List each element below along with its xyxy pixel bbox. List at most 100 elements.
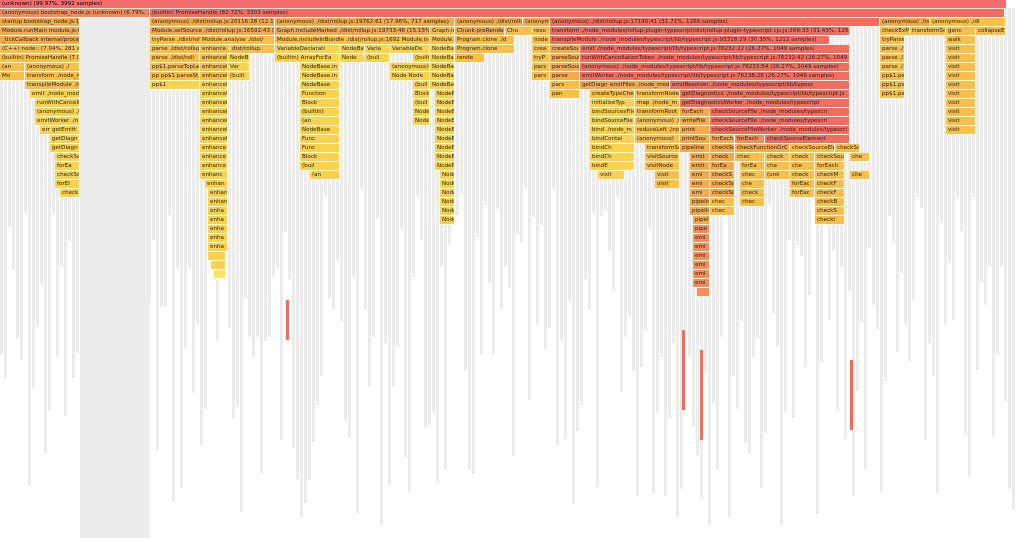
stack-frame[interactable]: che — [790, 162, 815, 171]
stack-frame[interactable]: emi — [693, 243, 710, 252]
stack-frame[interactable]: dist/rollup. — [230, 45, 275, 54]
stack-frame[interactable]: pars — [550, 81, 580, 90]
stack-frame[interactable]: enhance — [200, 45, 230, 54]
stack-frame[interactable]: printSou — [680, 135, 710, 144]
stack-frame[interactable]: pan — [550, 90, 580, 99]
stack-frame[interactable]: checkSo — [55, 153, 80, 162]
stack-frame[interactable]: forEl — [55, 180, 80, 189]
stack-frame[interactable]: che — [850, 153, 870, 162]
stack-frame[interactable]: NodeBas — [430, 45, 455, 54]
stack-frame[interactable]: tryP — [532, 54, 550, 63]
stack-frame[interactable]: rende — [455, 54, 485, 63]
stack-frame[interactable]: checkSo — [835, 144, 860, 153]
stack-frame[interactable]: parse ./dist/rollup — [150, 45, 200, 54]
stack-frame[interactable]: NodeBase — [300, 126, 340, 135]
stack-frame[interactable]: (anonymous) — [635, 135, 680, 144]
stack-frame[interactable]: checkF — [815, 189, 845, 198]
stack-frame[interactable]: enhanc — [200, 171, 228, 180]
stack-frame[interactable]: chec — [735, 153, 765, 162]
stack-frame[interactable]: runWithCancellationToken ./node_modules/… — [580, 54, 850, 63]
stack-frame[interactable]: Func — [300, 144, 340, 153]
stack-frame[interactable]: checkSo — [55, 171, 80, 180]
stack-frame[interactable]: Node — [413, 117, 430, 126]
stack-frame[interactable]: (builtin) — [300, 108, 340, 117]
stack-frame[interactable]: emit — [690, 162, 710, 171]
stack-frame[interactable]: (an — [300, 117, 340, 126]
stack-frame[interactable]: pipeli — [693, 216, 710, 225]
stack-frame[interactable]: NodeBase — [435, 90, 455, 99]
stack-frame[interactable]: emit — [690, 153, 710, 162]
stack-frame[interactable]: tryParse — [880, 36, 905, 45]
stack-frame[interactable]: transformSo — [645, 144, 680, 153]
stack-frame[interactable]: checkF — [815, 180, 845, 189]
stack-frame[interactable]: VariableDe — [390, 45, 430, 54]
stack-frame[interactable]: Chu — [505, 27, 532, 36]
stack-frame[interactable]: checkSourceElem — [790, 144, 835, 153]
stack-frame[interactable]: NodeBa — [435, 153, 455, 162]
stack-frame[interactable]: checkSo — [710, 180, 735, 189]
stack-frame[interactable]: chec — [740, 198, 765, 207]
stack-frame[interactable]: (buil — [413, 99, 430, 108]
stack-frame[interactable]: NodeBas — [340, 45, 365, 54]
stack-frame[interactable]: bindSourcesFile — [590, 108, 635, 117]
stack-frame[interactable]: Node — [440, 171, 455, 180]
stack-frame[interactable]: transpileModule ./node_modules/typescrip… — [550, 36, 830, 45]
stack-frame[interactable]: Graph.incl — [430, 27, 455, 36]
stack-frame[interactable]: che — [850, 171, 870, 180]
stack-frame[interactable]: bindContai — [590, 135, 635, 144]
stack-frame[interactable]: emitWorker ./node_modules/typescript/lib… — [580, 72, 850, 81]
stack-frame[interactable]: NodeBase.in — [300, 72, 340, 81]
stack-frame[interactable]: emi — [693, 252, 710, 261]
stack-frame[interactable]: chec — [710, 198, 735, 207]
stack-frame[interactable]: checkl — [815, 216, 845, 225]
stack-frame[interactable]: emi — [690, 180, 710, 189]
stack-frame[interactable]: emitResolver ./node_modules/typescript/l… — [670, 81, 850, 90]
stack-frame[interactable]: NodeBase — [300, 81, 340, 90]
stack-frame[interactable]: (anonymous) ./node_modules/typescript/li… — [580, 63, 850, 72]
stack-frame[interactable]: enha — [208, 234, 228, 243]
stack-frame[interactable]: createTypeChec — [590, 90, 635, 99]
stack-frame[interactable]: check — [790, 153, 815, 162]
stack-frame[interactable]: visit — [946, 126, 976, 135]
stack-frame[interactable]: emit ./node_mod — [30, 90, 80, 99]
stack-frame[interactable]: Module.in — [430, 36, 455, 45]
stack-frame[interactable]: enhan — [208, 198, 228, 207]
stack-frame[interactable]: (builtin) — [413, 54, 430, 63]
stack-frame[interactable]: VariableDeclarati — [275, 45, 340, 54]
stack-frame[interactable]: (buil — [365, 54, 390, 63]
stack-frame[interactable]: visitNode — [645, 162, 680, 171]
stack-frame[interactable]: transpileModule ./r — [25, 81, 80, 90]
stack-frame[interactable]: NodeBase — [430, 54, 455, 63]
stack-frame[interactable]: bind ./node_m — [590, 126, 635, 135]
stack-frame[interactable]: (C++) node:: (7.04%, 281 sa — [0, 45, 80, 54]
stack-frame[interactable]: bindCh — [590, 153, 635, 162]
stack-frame[interactable]: forEach — [680, 108, 710, 117]
stack-frame[interactable]: createSourc — [550, 45, 580, 54]
stack-frame[interactable]: pipeline — [680, 144, 710, 153]
stack-frame[interactable]: (builtin) PromiseHandle (7.04% — [0, 54, 80, 63]
stack-frame[interactable]: Module.analyse ./dist/ — [200, 36, 275, 45]
stack-frame[interactable]: NodeBase — [435, 117, 455, 126]
stack-frame[interactable]: genc — [946, 27, 976, 36]
stack-frame[interactable]: initializeTyp — [590, 99, 635, 108]
stack-frame[interactable]: checkSourceElement — [765, 135, 850, 144]
stack-frame[interactable]: Node — [413, 108, 430, 117]
stack-frame[interactable]: Block — [300, 99, 340, 108]
stack-frame[interactable]: collapseE — [976, 27, 1006, 36]
stack-frame[interactable]: parseSource — [550, 63, 580, 72]
stack-frame[interactable]: enhance — [200, 153, 228, 162]
stack-frame[interactable]: forEa — [55, 162, 80, 171]
stack-frame[interactable]: enhance — [200, 162, 228, 171]
stack-frame[interactable]: (anonymous) ./ — [25, 63, 80, 72]
stack-frame[interactable]: enha — [208, 216, 228, 225]
stack-frame[interactable]: che — [765, 162, 790, 171]
stack-frame[interactable]: checkSo — [710, 144, 735, 153]
stack-frame[interactable]: transformSo — [910, 27, 946, 36]
stack-frame[interactable]: forEach — [710, 135, 735, 144]
stack-frame[interactable]: (anonymous) ./dist/rollup.js:19762:61 (1… — [275, 18, 455, 27]
stack-frame[interactable]: forEach — [735, 135, 765, 144]
stack-frame[interactable]: (anonymous) ./node_m — [880, 18, 930, 27]
